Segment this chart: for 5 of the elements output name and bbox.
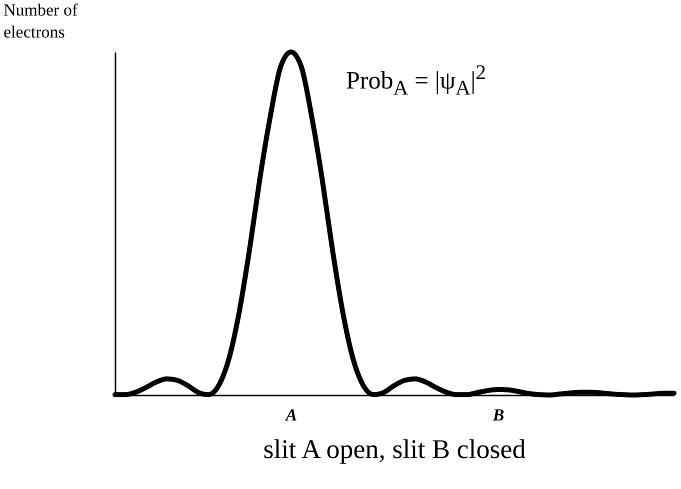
x-tick-label: B: [492, 406, 504, 424]
annotation: Prob$_{A}$ = |ψ$_{A}$|$^{2}$: [346, 60, 486, 100]
y-axis-title: Number of electrons: [4, 0, 78, 42]
x-tick-label: A: [284, 406, 298, 424]
text: slit A open, slit B closed: [263, 434, 526, 464]
